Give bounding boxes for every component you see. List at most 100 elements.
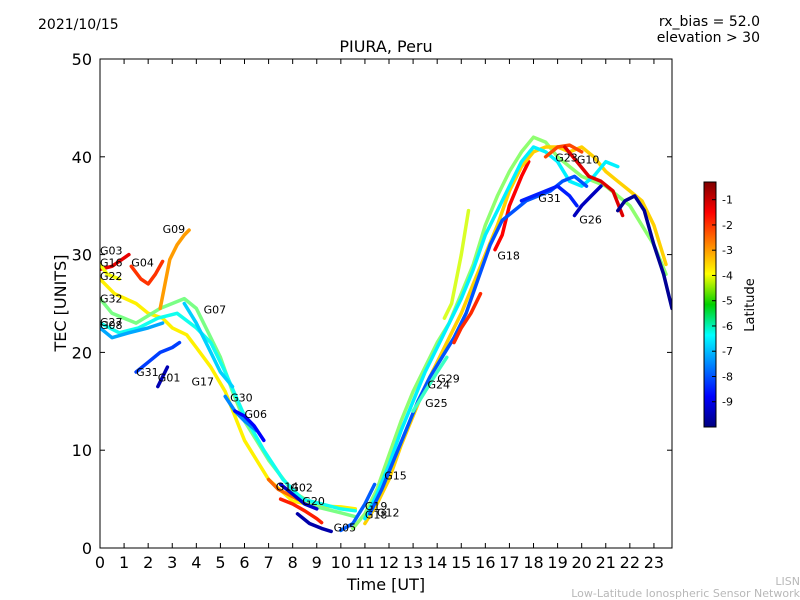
colorbar-tick-label: -8 [722,370,733,383]
series-trace-g07 [100,311,358,513]
series-trace-g19 [339,482,377,533]
satellite-label: G23 [555,152,578,165]
x-tick-label: 7 [263,553,273,572]
satellite-label: G16 [100,256,123,269]
x-tick-label: 5 [215,553,225,572]
chart-title: PIURA, Peru [339,37,433,56]
satellite-label: G04 [131,256,154,269]
series-trace-g31 [519,184,579,208]
satellite-label: G10 [577,154,600,167]
y-tick-label: 10 [72,441,92,460]
satellite-label: G01 [158,372,181,385]
y-tick-label: 20 [72,343,92,362]
x-tick-label: 18 [523,553,543,572]
series-trace-g30 [223,394,259,433]
colorbar-tick-label: -6 [722,320,733,333]
satellite-label: G20 [302,495,325,508]
date-label: 2021/10/15 [38,17,119,33]
series-trace-g31 [134,340,182,374]
x-tick-label: 22 [620,553,640,572]
series-trace-g06 [233,409,266,443]
x-tick-label: 3 [167,553,177,572]
x-tick-label: 23 [644,553,664,572]
x-tick-label: 8 [288,553,298,572]
credits: LISN Low-Latitude Ionospheric Sensor Net… [571,576,800,600]
series-trace-unlabeled-28 [442,208,471,320]
y-tick-label: 40 [72,148,92,167]
y-tick-label: 0 [82,539,92,558]
x-tick-label: 9 [312,553,322,572]
x-tick-label: 11 [355,553,375,572]
series-trace-g26 [572,184,603,218]
series-trace-g04 [129,259,165,286]
series-trace-unlabeled-30 [616,194,672,311]
colorbar-title: Latitude [743,278,758,332]
satellite-label: G31 [538,192,561,205]
x-tick-label: 4 [191,553,201,572]
satellite-label: G31 [136,366,159,379]
satellite-label: G32 [100,293,123,306]
x-tick-label: 17 [499,553,519,572]
x-tick-label: 21 [596,553,616,572]
colorbar-tick-label: -2 [722,219,733,232]
satellite-label: G08 [100,319,123,332]
series-trace-g18 [493,159,531,252]
series-trace-g16 [100,262,122,281]
x-axis-title: Time [UT] [346,575,425,594]
x-tick-label: 13 [403,553,423,572]
series-trace-g01 [156,365,170,389]
series-trace-unlabeled-29 [452,291,483,345]
x-tick-label: 2 [143,553,153,572]
satellite-label: G15 [384,470,407,483]
elevation-label: elevation > 30 [656,30,760,46]
satellite-label: G27 [100,316,123,329]
x-tick-label: 12 [379,553,399,572]
x-tick-label: 16 [475,553,495,572]
satellite-label: G29 [437,373,460,386]
satellite-label: G14 [276,480,299,493]
series-trace-g25 [411,355,449,413]
series-trace-g12 [363,145,668,526]
y-tick-label: 30 [72,246,92,265]
y-axis-title: TEC [UNITS] [51,255,70,353]
rx-bias-label: rx_bias = 52.0 [658,14,760,30]
series-trace-g09 [158,228,191,311]
x-tick-label: 15 [451,553,471,572]
series-trace-g17 [182,301,235,389]
satellite-label: G30 [230,391,253,404]
series-layer [100,135,672,534]
x-axis: 0 1 2 3 4 5 6 7 8 9 10 11 12 13 14 15 16 17 18 19 20 21 22 23 [95,59,664,572]
satellite-label: G09 [163,223,186,236]
x-tick-label: 0 [95,553,105,572]
series-trace-g22 [100,277,358,511]
x-tick-label: 6 [239,553,249,572]
series-trace-g05 [295,512,333,534]
y-tick-label: 50 [72,50,92,69]
colorbar-tick-label: -4 [722,269,733,282]
x-tick-label: 1 [119,553,129,572]
satellite-label: G18 [497,250,520,263]
satellite-label: G17 [192,376,215,389]
series-trace-g29 [363,145,620,521]
parameters-label: rx_bias = 52.0 elevation > 30 [657,14,760,46]
satellite-label: G02 [290,481,313,494]
colorbar-tick-label: -7 [722,345,733,358]
satellite-label: G25 [425,397,448,410]
x-tick-label: 10 [331,553,351,572]
satellite-label: G19 [365,500,388,513]
credits-short: LISN [775,575,800,588]
colorbar-tick-label: -9 [722,396,733,409]
series-trace-g10 [563,145,625,218]
series-trace-g24 [367,174,589,516]
satellite-label: G18 [365,509,388,522]
colorbar-tick-label: -3 [722,244,733,257]
x-tick-label: 20 [572,553,592,572]
satellite-label: G03 [100,245,123,258]
satellite-label: G07 [204,303,227,316]
series-trace-g08 [100,321,165,340]
y-axis: 0 10 20 30 40 50 [72,50,672,558]
x-tick-label: 14 [427,553,447,572]
satellite-label: G22 [100,270,123,283]
